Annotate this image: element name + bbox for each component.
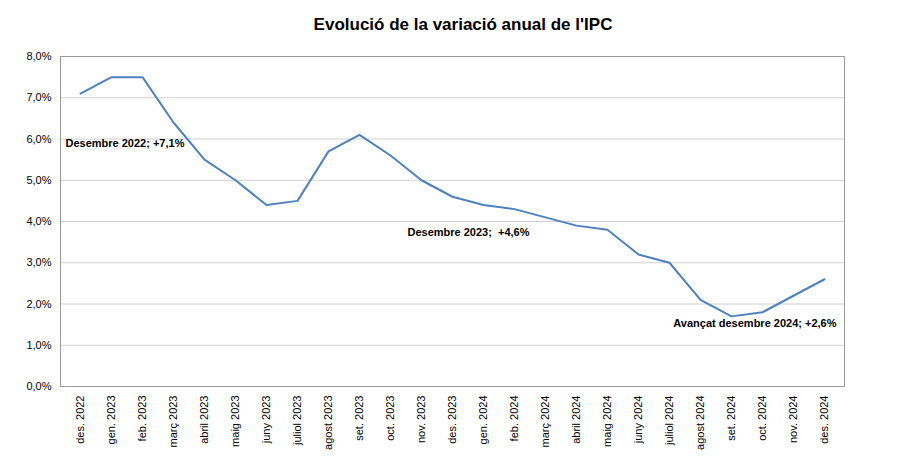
svg-text:oct. 2023: oct. 2023 [384, 396, 396, 441]
svg-text:nov. 2023: nov. 2023 [415, 396, 427, 444]
svg-text:7,0%: 7,0% [26, 91, 51, 103]
svg-text:abril 2024: abril 2024 [570, 396, 582, 444]
svg-text:8,0%: 8,0% [26, 50, 51, 62]
svg-text:4,0%: 4,0% [26, 215, 51, 227]
svg-text:gen. 2024: gen. 2024 [477, 396, 489, 445]
svg-text:1,0%: 1,0% [26, 339, 51, 351]
svg-text:març 2024: març 2024 [539, 396, 551, 448]
svg-text:3,0%: 3,0% [26, 256, 51, 268]
svg-text:set. 2023: set. 2023 [353, 396, 365, 441]
html-text:Evolució de la variació anual: Evolució de la variació anual de l'IPC [313, 15, 613, 34]
svg-text:març 2023: març 2023 [167, 396, 179, 448]
svg-text:nov. 2024: nov. 2024 [787, 396, 799, 444]
svg-text:feb. 2023: feb. 2023 [136, 396, 148, 442]
svg-text:0,0%: 0,0% [26, 380, 51, 392]
svg-text:Desembre 2023; +4,6%: Desembre 2023; +4,6% [408, 226, 530, 238]
svg-text:feb. 2024: feb. 2024 [508, 396, 520, 442]
svg-text:Desembre 2022; +7,1%: Desembre 2022; +7,1% [66, 137, 185, 149]
svg-text:des. 2022: des. 2022 [74, 396, 86, 444]
svg-text:set. 2024: set. 2024 [725, 396, 737, 441]
svg-text:oct. 2024: oct. 2024 [756, 396, 768, 441]
svg-text:juliol 2024: juliol 2024 [663, 396, 675, 447]
svg-text:gen. 2023: gen. 2023 [105, 396, 117, 445]
svg-text:5,0%: 5,0% [26, 174, 51, 186]
svg-text:juny 2023: juny 2023 [260, 396, 272, 445]
svg-text:agost 2024: agost 2024 [694, 396, 706, 450]
svg-text:juny 2024: juny 2024 [632, 396, 644, 445]
svg-text:6,0%: 6,0% [26, 133, 51, 145]
svg-text:maig 2024: maig 2024 [601, 396, 613, 447]
svg-text:maig 2023: maig 2023 [229, 396, 241, 447]
svg-text:Avançat desembre 2024; +2,6%: Avançat desembre 2024; +2,6% [673, 317, 836, 329]
svg-text:agost 2023: agost 2023 [322, 396, 334, 450]
svg-text:des. 2023: des. 2023 [446, 396, 458, 444]
svg-text:abril 2023: abril 2023 [198, 396, 210, 444]
svg-text:juliol 2023: juliol 2023 [291, 396, 303, 447]
svg-text:2,0%: 2,0% [26, 298, 51, 310]
svg-text:des. 2024: des. 2024 [818, 396, 830, 444]
